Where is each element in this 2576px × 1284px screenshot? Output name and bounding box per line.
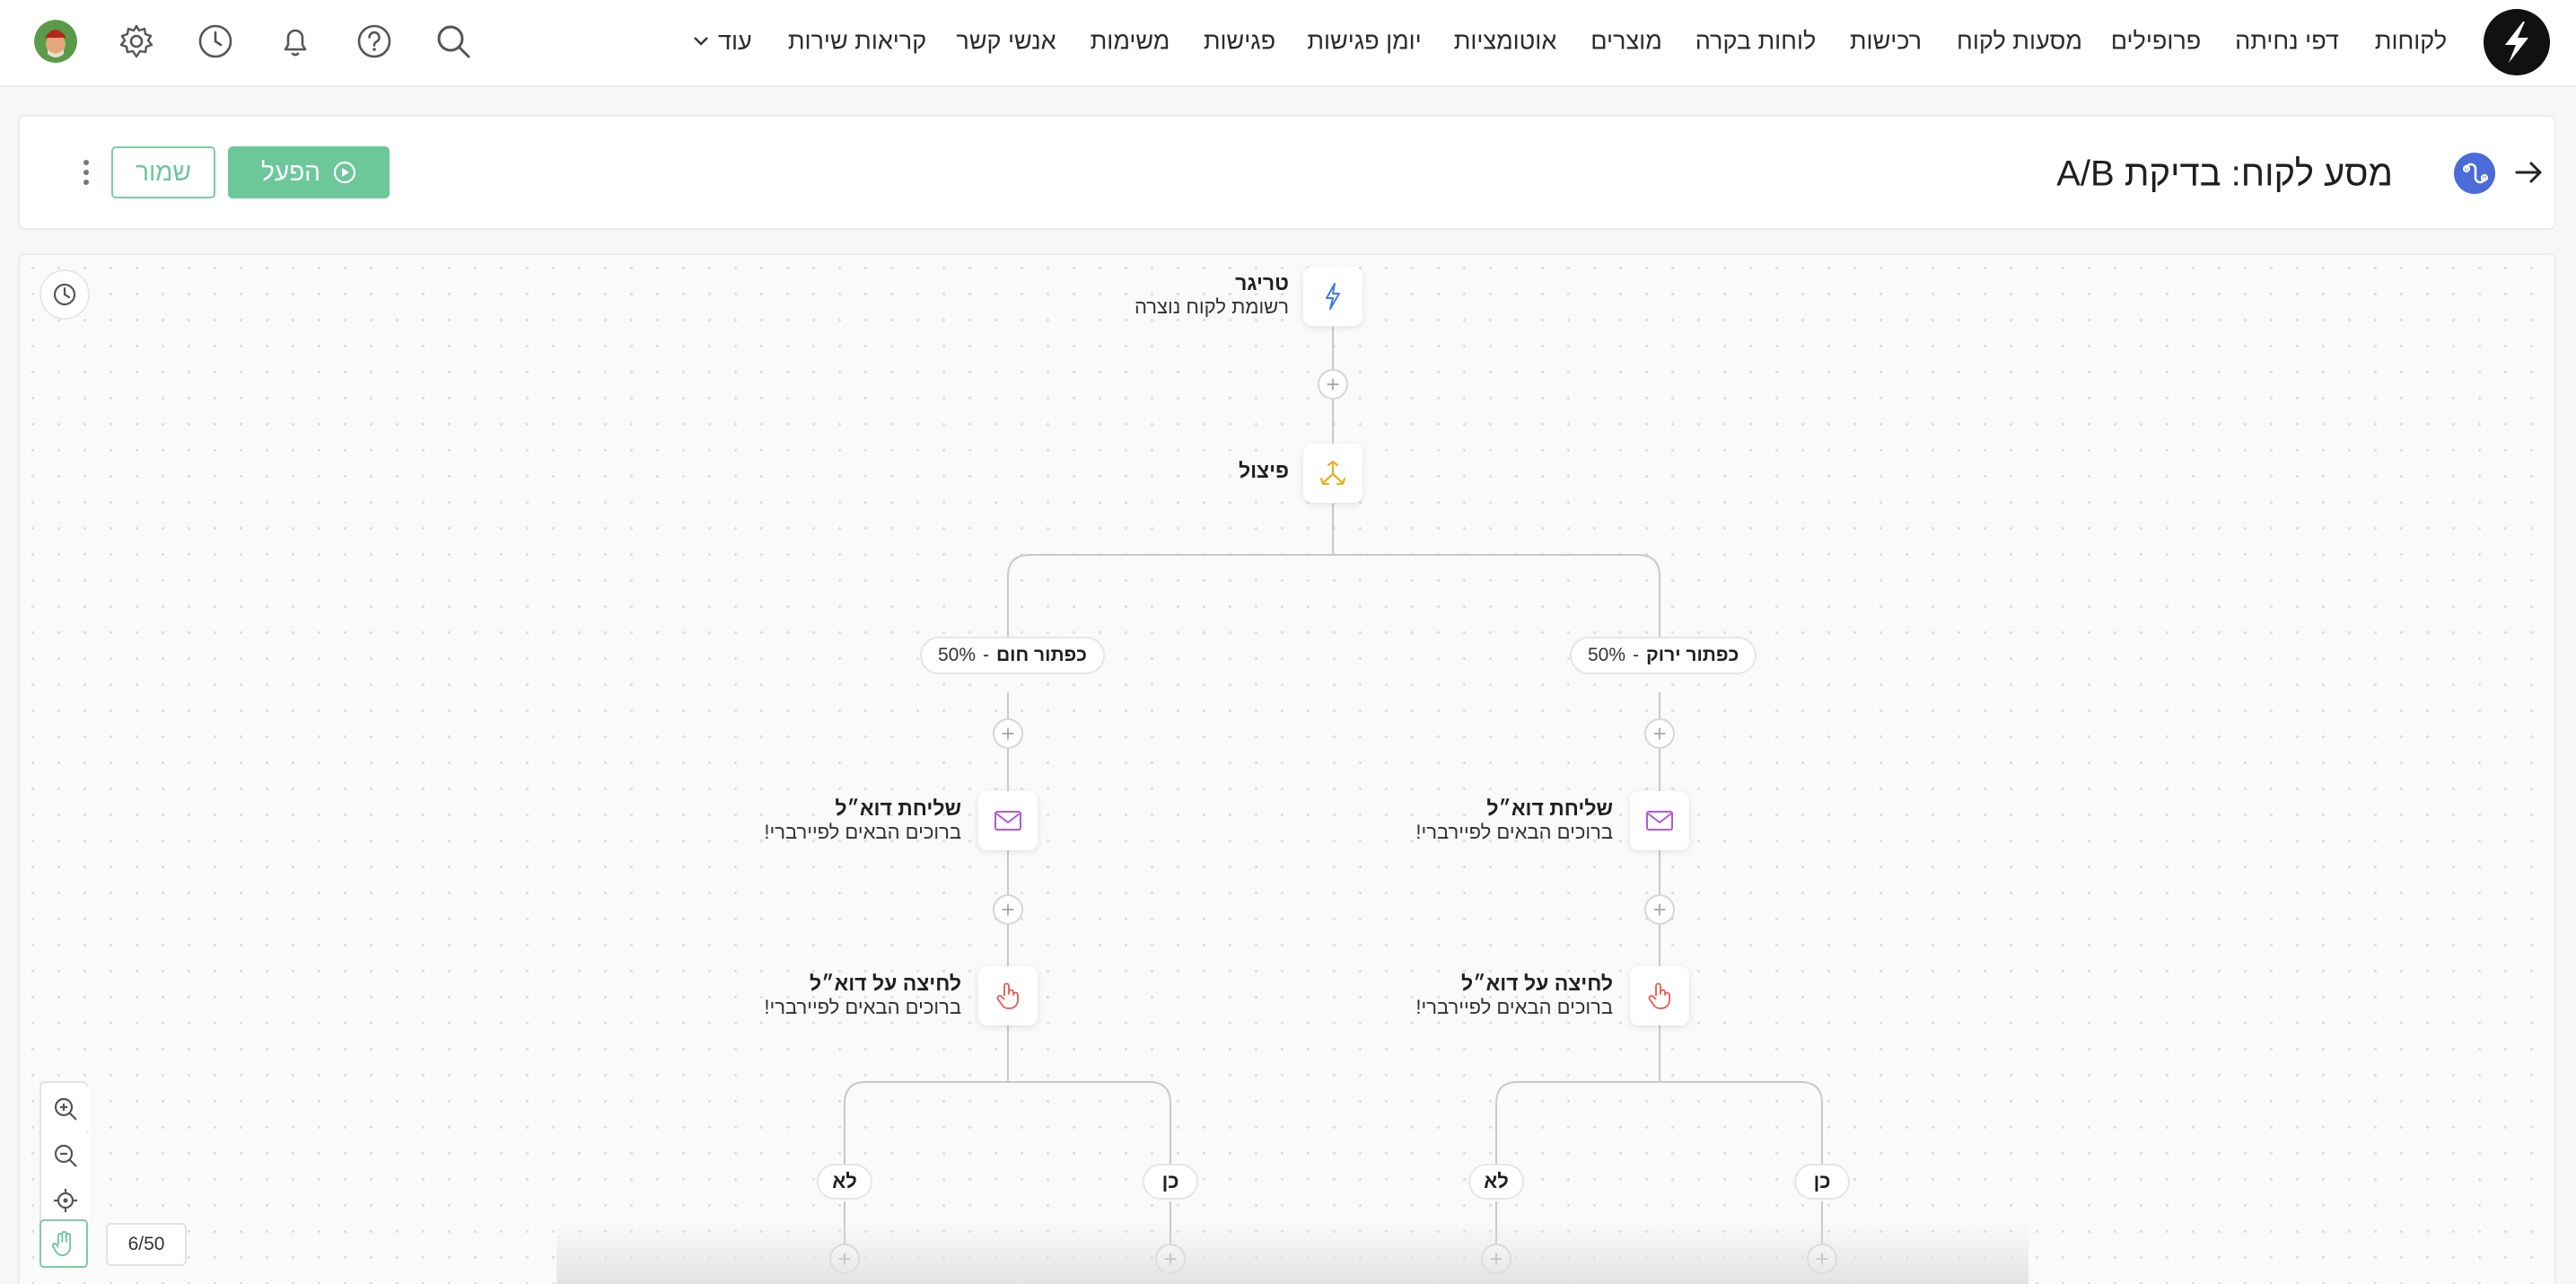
add-step-button[interactable]: +: [1318, 369, 1348, 400]
canvas-fade: [556, 1221, 2028, 1284]
gear-icon[interactable]: [116, 21, 157, 62]
save-button[interactable]: שמור: [111, 146, 215, 198]
nav-item[interactable]: רכישות: [1849, 27, 1923, 55]
envelope-icon: [1646, 811, 1673, 831]
send-email-node[interactable]: [1630, 791, 1689, 850]
nav-item[interactable]: יומן פגישות: [1307, 27, 1422, 55]
nav-item[interactable]: פרופילים: [2110, 27, 2202, 55]
split-title: פיצול: [1238, 459, 1289, 482]
send-email-title: שליחת דוא״ל: [1486, 796, 1613, 820]
add-step-button[interactable]: +: [1644, 718, 1675, 749]
split-node[interactable]: [1303, 444, 1362, 503]
lightning-icon: [1326, 283, 1340, 310]
add-step-button[interactable]: +: [1644, 894, 1675, 925]
branch-name: כפתור חום: [996, 645, 1087, 665]
journey-header: מסע לקוח: בדיקת A/B הפעל שמור: [18, 115, 2556, 230]
nav-more-label: עוד: [718, 27, 752, 55]
back-arrow-icon[interactable]: [2513, 156, 2545, 189]
send-email-subtitle: ברוכים הבאים לפיירברי!: [764, 821, 961, 843]
branch-yes-label[interactable]: כן: [1794, 1164, 1850, 1200]
play-circle-icon: [333, 161, 356, 184]
zoom-in-button[interactable]: [41, 1086, 90, 1131]
recenter-button[interactable]: [41, 1178, 90, 1223]
trigger-subtitle: רשומת לקוח נוצרה: [1135, 295, 1289, 318]
help-icon[interactable]: [354, 21, 395, 62]
bell-icon[interactable]: [275, 21, 316, 62]
email-click-title: לחיצה על דוא״ל: [1461, 972, 1613, 995]
branch-pill-brown[interactable]: כפתור חום - 50%: [920, 637, 1105, 674]
app-logo[interactable]: [2484, 9, 2550, 75]
nav-item[interactable]: מוצרים: [1590, 27, 1662, 55]
zoom-out-button[interactable]: [41, 1133, 90, 1178]
pan-tool-button[interactable]: [39, 1219, 88, 1268]
more-options-icon[interactable]: [75, 156, 97, 189]
add-step-button[interactable]: +: [993, 718, 1023, 749]
journey-icon: [2454, 153, 2495, 194]
clock-icon[interactable]: [195, 21, 236, 62]
email-click-subtitle: ברוכים הבאים לפיירברי!: [1415, 996, 1613, 1018]
page-title: מסע לקוח: בדיקת A/B: [2056, 154, 2393, 194]
nav-item[interactable]: לוחות בקרה: [1695, 27, 1817, 55]
send-email-node[interactable]: [978, 791, 1038, 850]
step-counter: 6/50: [106, 1223, 187, 1266]
chevron-down-icon: [694, 37, 708, 46]
nav-item[interactable]: פגישות: [1203, 27, 1276, 55]
send-email-subtitle: ברוכים הבאים לפיירברי!: [1415, 821, 1613, 843]
branch-name: כפתור ירוק: [1646, 645, 1739, 665]
branch-percent: 50%: [938, 645, 977, 665]
nav-item[interactable]: קריאות שירות: [787, 27, 927, 55]
target-icon: [54, 1189, 77, 1212]
email-click-title: לחיצה על דוא״ל: [810, 972, 961, 995]
branch-separator: -: [983, 645, 990, 665]
history-button[interactable]: [39, 269, 90, 320]
user-avatar[interactable]: [34, 20, 77, 63]
nav-item[interactable]: לקוחות: [2374, 27, 2448, 55]
search-icon[interactable]: [433, 21, 474, 62]
nav-item[interactable]: משימות: [1090, 27, 1170, 55]
pointer-hand-icon: [996, 982, 1019, 1009]
nav-item[interactable]: דפי נחיתה: [2235, 27, 2339, 55]
branch-yes-label[interactable]: כן: [1143, 1164, 1198, 1200]
flow-canvas[interactable]: [18, 253, 2556, 1284]
send-email-title: שליחת דוא״ל: [835, 796, 961, 820]
branch-percent: 50%: [1588, 645, 1626, 665]
split-icon: [1319, 460, 1346, 486]
run-button[interactable]: הפעל: [228, 146, 390, 198]
zoom-out-icon: [54, 1144, 77, 1167]
trigger-node[interactable]: [1303, 267, 1362, 326]
zoom-in-icon: [54, 1097, 77, 1121]
email-click-node[interactable]: [1630, 966, 1689, 1025]
top-navigation: לקוחות דפי נחיתה פרופילים מסעות לקוח רכישות ל…: [0, 0, 2576, 87]
branch-separator: -: [1633, 645, 1640, 665]
envelope-icon: [994, 811, 1021, 831]
nav-more-menu[interactable]: עוד: [693, 27, 752, 56]
trigger-title: טריגר: [1235, 271, 1289, 295]
branch-pill-green[interactable]: כפתור ירוק - 50%: [1570, 637, 1757, 674]
hand-icon: [51, 1230, 72, 1256]
nav-item[interactable]: אנשי קשר: [956, 27, 1056, 55]
run-label: הפעל: [261, 158, 320, 186]
email-click-node[interactable]: [978, 966, 1038, 1025]
nav-item[interactable]: מסעות לקוח: [1957, 27, 2082, 55]
email-click-subtitle: ברוכים הבאים לפיירברי!: [764, 996, 961, 1018]
branch-no-label[interactable]: לא: [1468, 1164, 1524, 1200]
nav-item[interactable]: אוטומציות: [1453, 27, 1557, 55]
branch-no-label[interactable]: לא: [817, 1164, 872, 1200]
canvas-toolbar: [39, 1081, 90, 1268]
add-step-button[interactable]: +: [993, 894, 1023, 925]
pointer-hand-icon: [1648, 982, 1670, 1009]
clock-icon: [53, 283, 76, 306]
